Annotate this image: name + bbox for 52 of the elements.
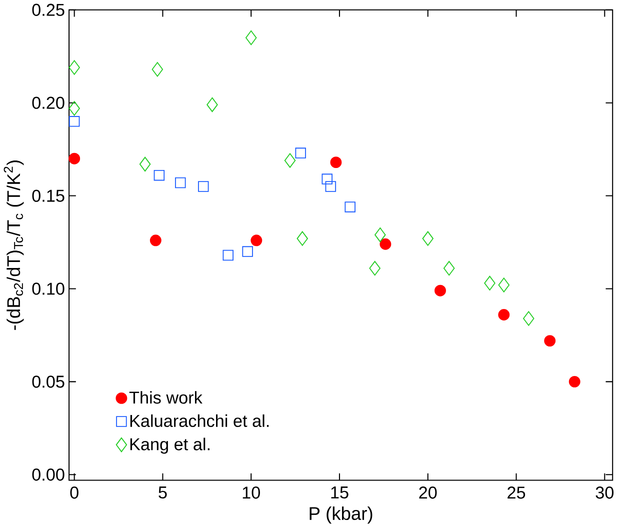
point: [295, 147, 306, 158]
y-tick-label: 0.05: [32, 375, 64, 388]
point: [154, 170, 165, 181]
y-tick-label: 0.10: [32, 282, 64, 295]
point: [369, 260, 380, 276]
point: [374, 227, 386, 242]
point: [68, 100, 80, 116]
point: [330, 156, 342, 168]
point: [344, 201, 356, 212]
point: [380, 238, 392, 250]
x-tick-label: 0: [70, 486, 78, 498]
point: [325, 180, 336, 192]
y-tick-label: 0.00: [32, 468, 64, 480]
point: [175, 177, 186, 188]
text: -(dB$_{c2}$/dT)$_{Tc}$/T$_{c}$ (T/K$^{2}$): [4, 160, 24, 330]
point: [523, 310, 534, 326]
legend-label: Kaluarachchi et al.: [130, 414, 269, 427]
legend-label: This work: [129, 390, 202, 404]
point: [422, 231, 434, 246]
point: [68, 116, 80, 127]
point: [152, 62, 164, 76]
legend-label: Kang et al.: [130, 438, 210, 454]
point: [498, 277, 510, 292]
point: [322, 173, 332, 184]
point: [150, 234, 162, 246]
point: [443, 260, 455, 276]
point: [568, 376, 580, 388]
point: [544, 334, 556, 346]
point: [246, 30, 257, 45]
x-tick-label: 15: [331, 486, 348, 498]
point: [198, 180, 209, 192]
point: [139, 156, 151, 172]
point: [484, 276, 496, 290]
point: [242, 246, 253, 257]
x-tick-label: 30: [596, 486, 614, 498]
point: [206, 97, 218, 112]
y-tick-label: 0.15: [32, 190, 64, 202]
x-tick-label: 25: [508, 486, 526, 498]
point: [296, 231, 308, 246]
x-tick-label: 10: [242, 486, 260, 498]
point: [68, 152, 80, 164]
y-tick-label: 0.20: [32, 96, 64, 109]
x-axis-title: P (kbar): [310, 506, 372, 524]
point: [498, 308, 510, 320]
x-tick-label: 20: [419, 486, 437, 498]
x-tick-label: 5: [158, 486, 167, 498]
y-tick-label: 0.25: [32, 4, 64, 16]
point: [68, 60, 80, 75]
point: [284, 152, 296, 168]
point: [250, 234, 262, 246]
point: [434, 284, 446, 296]
point: [222, 250, 234, 260]
